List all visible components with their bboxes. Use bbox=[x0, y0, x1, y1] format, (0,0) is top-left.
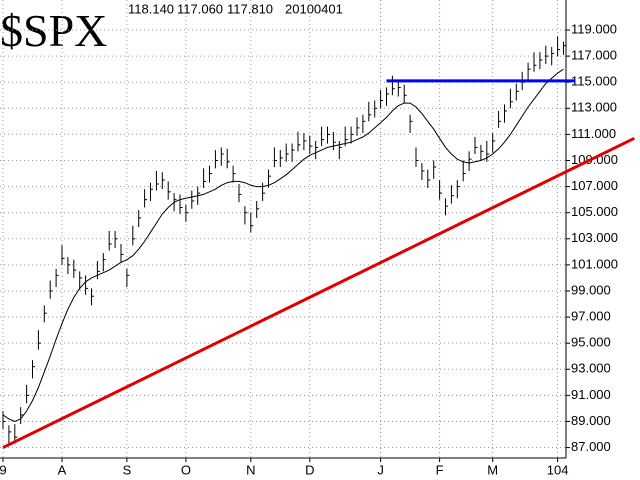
x-tick-label: S bbox=[123, 462, 132, 477]
x-tick-label: 9 bbox=[0, 462, 7, 477]
header-value: 117.060 bbox=[177, 1, 223, 16]
y-tick-label: 89.000 bbox=[571, 413, 611, 428]
y-tick-label: 107.000 bbox=[571, 178, 618, 193]
y-tick-label: 101.000 bbox=[571, 256, 618, 271]
y-tick-label: 103.000 bbox=[571, 230, 618, 245]
y-tick-label: 91.000 bbox=[571, 387, 611, 402]
y-tick-label: 93.000 bbox=[571, 361, 611, 376]
x-tick-label: 104 bbox=[547, 462, 569, 477]
y-tick-label: 115.000 bbox=[571, 74, 617, 89]
y-tick-label: 97.000 bbox=[571, 309, 611, 324]
y-tick-label: 87.000 bbox=[571, 439, 611, 454]
x-tick-label: N bbox=[246, 462, 255, 477]
y-tick-label: 117.000 bbox=[571, 48, 617, 63]
y-tick-label: 113.000 bbox=[571, 100, 617, 115]
x-tick-label: D bbox=[305, 462, 314, 477]
y-tick-label: 111.000 bbox=[571, 126, 616, 141]
header-value: 20100401 bbox=[285, 1, 343, 16]
y-tick-label: 99.000 bbox=[571, 282, 611, 297]
x-tick-label: F bbox=[436, 462, 444, 477]
y-tick-label: 119.000 bbox=[571, 21, 617, 36]
chart-title: $SPX bbox=[0, 5, 107, 56]
header-value: 117.810 bbox=[227, 1, 273, 16]
trendline bbox=[2, 136, 635, 449]
moving-average bbox=[2, 68, 564, 423]
x-tick-label: M bbox=[487, 462, 498, 477]
y-tick-label: 105.000 bbox=[571, 204, 618, 219]
x-tick-label: J bbox=[377, 462, 384, 477]
x-tick-label: A bbox=[58, 462, 67, 477]
y-tick-label: 95.000 bbox=[571, 335, 611, 350]
x-tick-label: O bbox=[181, 462, 191, 477]
header-value: 118.140 bbox=[128, 1, 174, 16]
